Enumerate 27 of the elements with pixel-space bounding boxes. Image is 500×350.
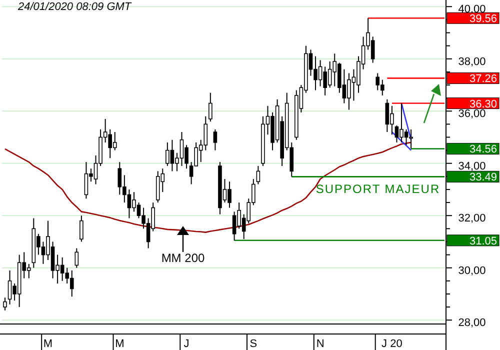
text: 31.05: [469, 235, 497, 248]
chart-title: 24/01/2020 08:09 GMT: [17, 1, 132, 13]
candlestick: [213, 128, 218, 151]
x-tick-label: J 20: [382, 338, 402, 350]
text: 36.30: [469, 98, 497, 110]
x-tick-label: M: [115, 338, 124, 350]
text: 37.26: [469, 73, 497, 86]
x-tick-label: N: [316, 338, 324, 350]
text: 39.56: [469, 13, 497, 26]
y-tick-label: 38,00: [458, 56, 486, 68]
candlestick: [74, 248, 79, 268]
y-tick-label: 36,00: [458, 108, 486, 120]
x-tick-label: S: [250, 338, 258, 350]
y-tick-label: 30,00: [458, 264, 486, 277]
annotation: SUPPORT MAJEUR: [316, 182, 440, 196]
y-tick-label: 32,00: [458, 212, 486, 225]
x-tick-label: M: [43, 338, 53, 350]
y-tick-label: 34,00: [458, 160, 486, 172]
x-tick-label: J: [184, 338, 190, 350]
text: 33.49: [469, 172, 497, 184]
annotation: MM 200: [161, 251, 205, 265]
candlestick: [80, 215, 84, 242]
candlestick: [3, 297, 7, 311]
candlestick: [256, 165, 260, 185]
text: 34.56: [469, 144, 497, 156]
y-tick-label: 28,00: [458, 317, 486, 330]
candlestick: [208, 92, 212, 122]
